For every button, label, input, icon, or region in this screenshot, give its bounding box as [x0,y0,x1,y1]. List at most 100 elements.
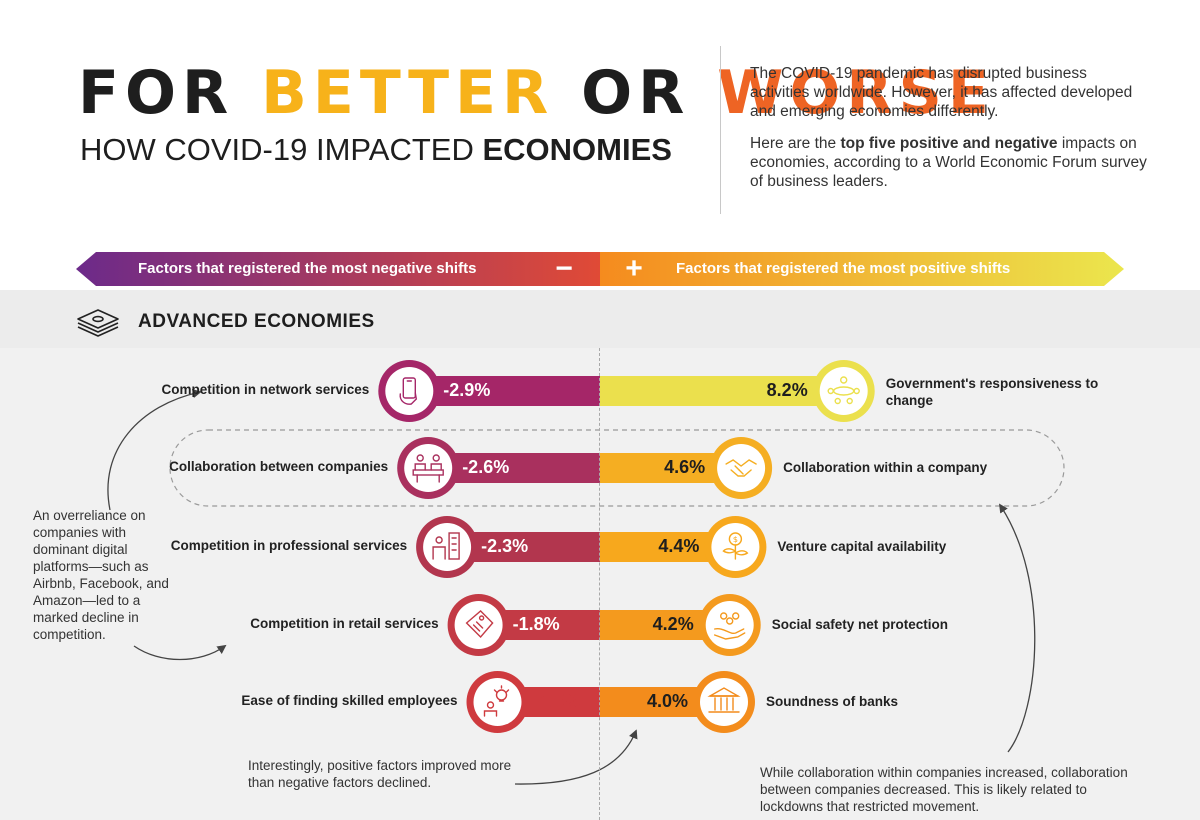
positive-category-label: Collaboration within a company [783,460,988,475]
positive-value-label: 4.0% [646,691,688,711]
meeting-desk-icon-part [412,469,444,476]
meeting-desk-icon-part [414,463,426,471]
intro-p2-post: impacts on economies, according to a Wor… [750,135,1147,190]
note-left: An overreliance on companies with domina… [33,508,169,642]
meeting-desk-icon [412,454,444,483]
note-bottom: Interestingly, positive factors improved… [248,758,512,790]
page-subtitle: HOW COVID-19 IMPACTED ECONOMIES [80,132,672,168]
idea-person-icon-part [483,710,498,717]
negative-value-label: -2.3% [481,536,529,556]
meeting-desk-icon-part [430,463,442,471]
positive-icon-disc [819,367,868,415]
negative-icon-disc [454,601,503,649]
right-note-arrow [998,503,1036,753]
care-hand-icon [714,612,746,640]
intro-paragraph-1: The COVID-19 pandemic has disrupted busi… [750,65,1133,120]
professionals-buildings-icon [432,532,460,560]
bank-icon [707,687,741,713]
negative-category-label: Collaboration between companies [169,459,389,474]
negative-icon-disc [423,523,472,571]
title-word-or: OR [554,58,718,128]
conference-table-icon-part [840,376,848,384]
intro-p2-bold: top five positive and negative [840,135,1058,152]
handshake-icon-part [725,459,757,467]
care-hand-icon-part [732,612,740,620]
idea-person-icon [483,685,510,717]
conference-table-icon-part [846,397,853,405]
note-right: While collaboration within companies inc… [760,765,1128,814]
care-hand-icon-part [720,612,728,620]
bottom-note-arrow [514,729,638,785]
positive-category-label: Government's responsiveness to change [885,376,1099,408]
negative-banner-label: Factors that registered the most negativ… [138,260,477,277]
positive-value-label: 8.2% [766,380,808,400]
title-word-worse: WORSE [717,58,995,128]
price-tag-icon [465,610,494,639]
professionals-buildings-icon-part [432,546,446,560]
idea-person-icon-part [505,689,510,693]
positive-banner [600,252,1124,286]
negative-banner [76,252,600,286]
header-background [0,0,1200,290]
negative-value-label: -2.9% [443,380,491,400]
positive-category-label: Social safety net protection [771,617,948,632]
negative-category-label: Competition in professional services [170,538,408,553]
price-tag-icon-part [465,610,494,639]
price-tag-icon-part [472,624,481,632]
meeting-desk-icon-part [416,454,424,462]
left-note-arrow-down [133,644,227,661]
negative-value-label: -1.8% [512,614,560,634]
idea-person-icon-part [493,689,498,693]
intro-p2-pre: Here are the [750,135,841,152]
positive-value-label: 4.2% [652,614,694,634]
positive-banner-label: Factors that registered the most positiv… [676,260,1011,277]
header-divider [720,46,721,214]
section-header-background [0,290,1200,348]
positive-icon-disc [700,678,748,726]
negative-bar [409,376,600,406]
care-hand-icon-part [714,632,746,640]
intro-paragraph-2: Here are the top five positive and negat… [750,134,1150,191]
bars-layer: $ [378,360,875,733]
left-note-arrow-up [107,389,202,511]
positive-icon-disc [705,601,754,649]
care-hand-icon-part [726,617,734,625]
title-word-for: FOR [78,58,262,128]
smartphone-hand-icon-part [399,392,418,405]
money-plant-icon-part: $ [733,535,738,544]
section-title: ADVANCED ECONOMIES [138,311,375,332]
conference-table-icon [827,376,860,405]
plus-sign: + [625,252,643,285]
positive-bar [600,376,844,406]
negative-category-label: Competition in network services [161,382,370,397]
smartphone-hand-icon-part [402,377,416,399]
positive-value-label: 4.4% [658,536,700,556]
minus-sign: − [555,252,573,285]
intro-text: The COVID-19 pandemic has disrupted busi… [750,64,1150,204]
negative-value-label: -1.5% [533,691,581,711]
price-tag-icon-part [478,615,485,621]
negative-icon-disc [473,678,522,726]
negative-value-label: -2.6% [462,457,510,477]
care-hand-icon-part [714,627,745,635]
handshake-icon [725,459,757,477]
handshake-icon-part [734,465,740,471]
conference-table-icon-part [827,387,834,395]
subtitle-regular: HOW COVID-19 IMPACTED [80,132,483,167]
professionals-buildings-icon-part [448,532,460,560]
handshake-icon-part [730,469,752,477]
negative-icon-disc [385,367,434,415]
positive-category-label: Venture capital availability [777,539,947,554]
subtitle-bold: ECONOMIES [482,132,672,167]
handshake-icon-part [738,469,744,475]
negative-category-label: Ease of finding skilled employees [241,693,458,708]
positive-value-label: 4.6% [664,457,706,477]
money-plant-icon-part [734,550,749,556]
price-tag-icon-part [475,621,484,629]
idea-person-icon-part [486,701,495,709]
negative-icon-disc [404,444,453,492]
meeting-desk-icon-part [432,454,440,462]
page-title: FOR BETTER OR WORSE [78,58,995,128]
title-word-better: BETTER [261,58,555,128]
